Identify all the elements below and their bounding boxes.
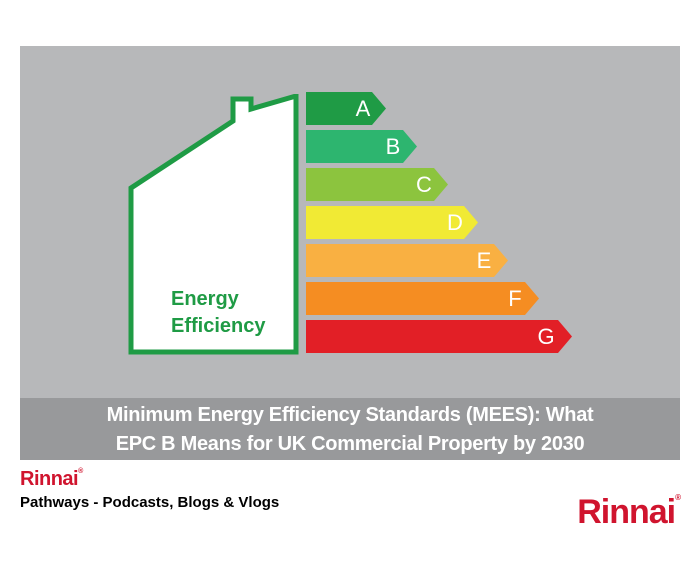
house-outline-icon bbox=[128, 94, 299, 355]
label-line-energy: Energy bbox=[171, 288, 239, 310]
article-title-line-2: EPC B Means for UK Commercial Property b… bbox=[115, 433, 585, 455]
rating-bar-d: D bbox=[306, 206, 478, 239]
article-title: Minimum Energy Efficiency Standards (MEE… bbox=[20, 398, 680, 459]
rating-letter: D bbox=[447, 210, 463, 235]
pathways-tagline: Pathways - Podcasts, Blogs & Vlogs bbox=[20, 494, 280, 511]
rating-letter: A bbox=[355, 96, 371, 121]
rinnai-logo-large: Rinnai® bbox=[577, 493, 681, 532]
label-line-efficiency: Efficiency bbox=[171, 315, 266, 337]
rating-bar-f: F bbox=[306, 282, 539, 315]
rinnai-logo-small: Rinnai® bbox=[20, 468, 83, 491]
rating-letter: F bbox=[508, 286, 522, 311]
rating-bar-g: G bbox=[306, 320, 572, 353]
rinnai-logo-large-text: Rinnai bbox=[577, 493, 676, 531]
energy-efficiency-label: Energy Efficiency bbox=[171, 286, 291, 340]
rating-letter: G bbox=[537, 324, 555, 349]
rating-arrow-shape bbox=[306, 282, 539, 315]
rating-letter: C bbox=[416, 172, 432, 197]
rating-bar-c: C bbox=[306, 168, 448, 201]
rating-bar-e: E bbox=[306, 244, 508, 277]
rinnai-logo-small-text: Rinnai bbox=[20, 468, 79, 490]
article-title-line-1: Minimum Energy Efficiency Standards (MEE… bbox=[106, 404, 594, 426]
registered-mark-icon: ® bbox=[675, 493, 681, 502]
rating-letter: E bbox=[476, 248, 492, 273]
rating-arrow-shape bbox=[306, 130, 417, 163]
rating-arrow-shape bbox=[306, 320, 572, 353]
rating-arrow-shape bbox=[306, 92, 386, 125]
rating-letter: B bbox=[385, 134, 401, 159]
rating-arrow-shape bbox=[306, 244, 508, 277]
caption-band bbox=[20, 398, 680, 460]
registered-mark-icon: ® bbox=[78, 468, 83, 475]
rating-arrow-shape bbox=[306, 168, 448, 201]
rating-bar-b: B bbox=[306, 130, 417, 163]
rating-bar-a: A bbox=[306, 92, 386, 125]
rating-arrow-shape bbox=[306, 206, 478, 239]
